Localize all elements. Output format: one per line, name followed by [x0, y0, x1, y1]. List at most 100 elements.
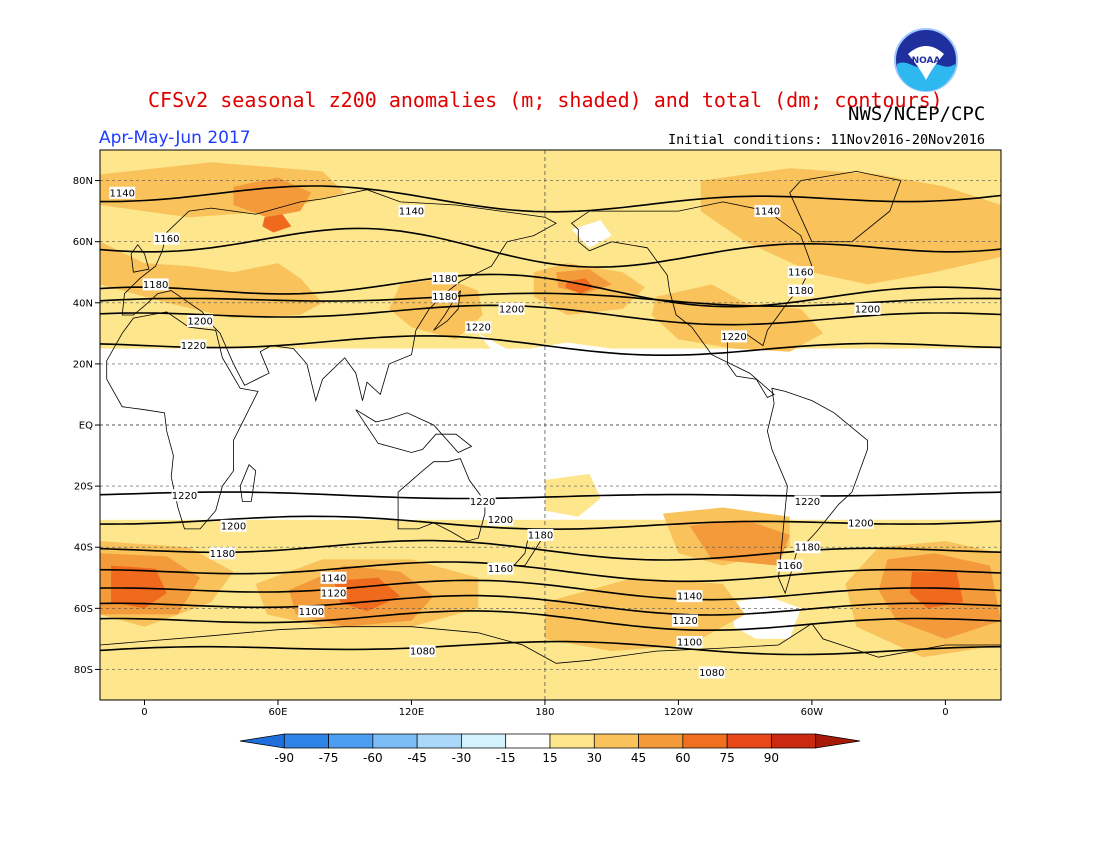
contour-label-text: 1160 — [488, 564, 513, 575]
contour-label-text: 1140 — [677, 592, 702, 603]
contour-label: 1180 — [209, 547, 236, 560]
season-label: Apr-May-Jun 2017 — [99, 128, 251, 148]
shade-south-60-75 — [111, 565, 167, 609]
shade-white-patch — [571, 220, 612, 248]
lon-tick-label: 60E — [268, 707, 287, 718]
contour-label-text: 1180 — [788, 286, 813, 297]
contour-label-text: 1100 — [299, 607, 324, 618]
colorbar: -90 -75 -60 -45 -30 -15 15 30 45 60 75 90 — [239, 733, 861, 765]
lon-tick-label: 0 — [942, 707, 948, 718]
contour-label-text: 1200 — [221, 521, 246, 532]
coast-madagascar — [239, 464, 257, 502]
contour-label-text: 1200 — [488, 515, 513, 526]
colorbar-label: -45 — [407, 751, 427, 765]
contour-label-text: 1140 — [399, 207, 424, 218]
lat-tick-label: 40N — [73, 298, 93, 309]
colorbar-label: 30 — [587, 751, 602, 765]
contour-1160 — [100, 227, 1001, 268]
lon-tick-label: 120E — [399, 707, 424, 718]
lat-tick-label: 80S — [74, 665, 93, 676]
contour-label: 1180 — [431, 290, 458, 303]
contour-label: 1200 — [487, 513, 514, 526]
agency-label: NWS/NCEP/CPC — [848, 103, 986, 125]
contour-1120 — [100, 594, 1001, 616]
colorbar-swatch — [771, 733, 817, 749]
colorbar-label: -75 — [319, 751, 339, 765]
shade-north-30-45 — [389, 278, 483, 340]
contour-1220 — [100, 335, 1001, 356]
lon-tick-label: 0 — [141, 707, 147, 718]
contour-label: 1200 — [847, 516, 874, 529]
contour-label: 1180 — [527, 529, 554, 542]
contour-label: 1140 — [320, 571, 347, 584]
contour-label-text: 1200 — [848, 518, 873, 529]
contour-label: 1180 — [431, 272, 458, 285]
colorbar-swatch — [372, 733, 418, 749]
coast-south-america — [766, 387, 868, 595]
contour-label: 1220 — [171, 489, 198, 502]
shade-south-60-75 — [909, 571, 964, 609]
contour-label: 1180 — [142, 278, 169, 291]
shade-north-45-60 — [233, 177, 312, 218]
coast-greenland — [789, 170, 902, 243]
contour-label: 1220 — [180, 339, 207, 352]
coast-australia — [397, 458, 486, 542]
contour-label-text: 1080 — [410, 647, 435, 658]
shade-white-patch — [100, 486, 545, 520]
contour-label-text: 1220 — [721, 332, 746, 343]
contour-1160 — [100, 561, 1001, 583]
lat-tick-label: 20N — [73, 359, 93, 370]
lat-tick-label: 20S — [74, 482, 93, 493]
colorbar-swatch — [239, 733, 285, 749]
contour-label-text: 1220 — [172, 491, 197, 502]
coast-japan — [433, 290, 461, 331]
contour-label-text: 1140 — [110, 188, 135, 199]
lat-tick-label: 60N — [73, 237, 93, 248]
colorbar-swatch — [593, 733, 639, 749]
contour-label-text: 1180 — [210, 549, 235, 560]
colorbar-label: 90 — [764, 751, 779, 765]
contour-label-text: 1160 — [777, 561, 802, 572]
contour-label-text: 1220 — [470, 497, 495, 508]
lat-tick-label: EQ — [79, 421, 93, 432]
contour-label-text: 1120 — [321, 589, 346, 600]
contour-label: 1120 — [320, 587, 347, 600]
contour-label-text: 1200 — [499, 304, 524, 315]
contour-label-text: 1100 — [677, 637, 702, 648]
contour-label: 1160 — [787, 266, 814, 279]
shade-south-15-30 — [544, 473, 601, 517]
contour-label: 1080 — [698, 666, 725, 679]
coast-britain — [130, 244, 150, 273]
contour-label: 1220 — [721, 330, 748, 343]
shade-north-30-45 — [651, 284, 823, 352]
colorbar-swatch — [505, 733, 551, 749]
contour-label: 1160 — [776, 559, 803, 572]
contour-label: 1200 — [498, 302, 525, 315]
colorbar-label: 45 — [631, 751, 646, 765]
colorbar-swatch — [682, 733, 728, 749]
contour-label: 1220 — [465, 321, 492, 334]
colorbar-label: -90 — [274, 751, 294, 765]
contour-label: 1100 — [298, 605, 325, 618]
height-contours: 1140 1140 1140 1160 1160 1180 1180 1180 1180 1200… — [100, 185, 1001, 679]
contour-label: 1140 — [754, 205, 781, 218]
colorbar-swatch — [638, 733, 684, 749]
contour-label: 1140 — [109, 186, 136, 199]
contour-label-text: 1200 — [187, 317, 212, 328]
contour-label-text: 1120 — [672, 616, 697, 627]
contour-1140 — [100, 185, 1001, 213]
contour-label-text: 1160 — [154, 234, 179, 245]
contour-label: 1180 — [787, 284, 814, 297]
logo-text: NOAA — [912, 56, 941, 66]
colorbar-swatch — [328, 733, 374, 749]
contour-label: 1200 — [187, 315, 214, 328]
colorbar-swatch — [815, 733, 861, 749]
lat-tick-label: 80N — [73, 176, 93, 187]
colorbar-swatch — [416, 733, 462, 749]
contour-label: 1140 — [398, 205, 425, 218]
initial-conditions-label: Initial conditions: 11Nov2016-20Nov2016 — [668, 132, 985, 148]
contour-label: 1100 — [676, 635, 703, 648]
colorbar-swatch — [283, 733, 329, 749]
coast-eurasia — [121, 189, 557, 403]
